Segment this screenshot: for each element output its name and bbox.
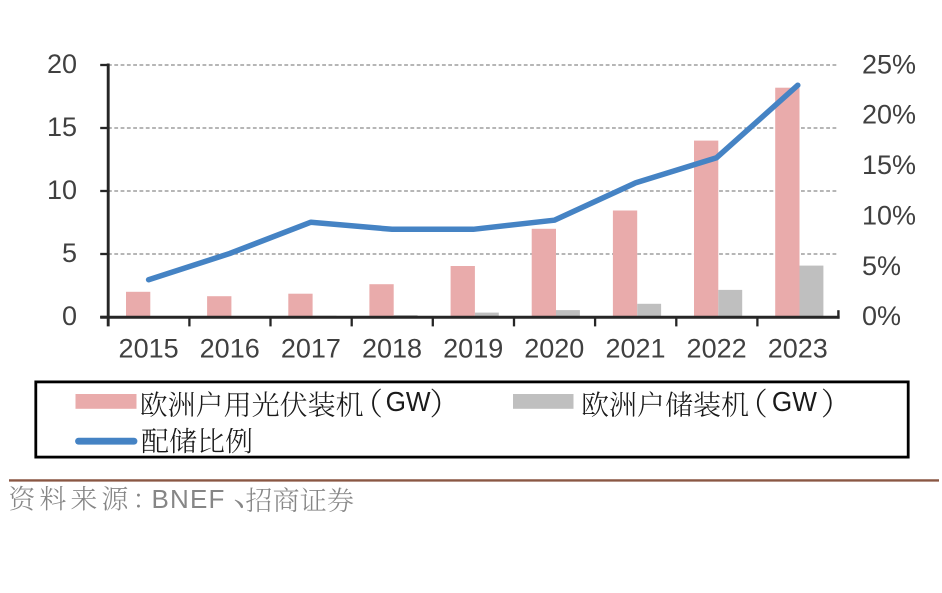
svg-text:GW: GW	[772, 386, 817, 417]
svg-text:2017: 2017	[281, 334, 341, 364]
svg-text:0: 0	[62, 301, 77, 331]
svg-text:10: 10	[47, 175, 77, 205]
svg-text:2020: 2020	[524, 334, 584, 364]
svg-text:2023: 2023	[768, 334, 828, 364]
svg-text:20%: 20%	[862, 100, 916, 130]
svg-text:GW: GW	[386, 386, 431, 417]
svg-text:2018: 2018	[362, 334, 422, 364]
svg-text:2021: 2021	[605, 334, 665, 364]
svg-text:0%: 0%	[862, 301, 901, 331]
svg-text:5%: 5%	[862, 251, 901, 281]
svg-text:2022: 2022	[687, 334, 747, 364]
svg-text:2016: 2016	[200, 334, 260, 364]
svg-text:5: 5	[62, 238, 77, 268]
svg-text:15: 15	[47, 112, 77, 142]
svg-text:2019: 2019	[443, 334, 503, 364]
svg-text:20: 20	[47, 49, 77, 79]
svg-text:10%: 10%	[862, 200, 916, 230]
svg-text:15%: 15%	[862, 150, 916, 180]
svg-text:25%: 25%	[862, 49, 916, 79]
svg-text:BNEF: BNEF	[152, 484, 226, 514]
svg-text:2015: 2015	[119, 334, 179, 364]
